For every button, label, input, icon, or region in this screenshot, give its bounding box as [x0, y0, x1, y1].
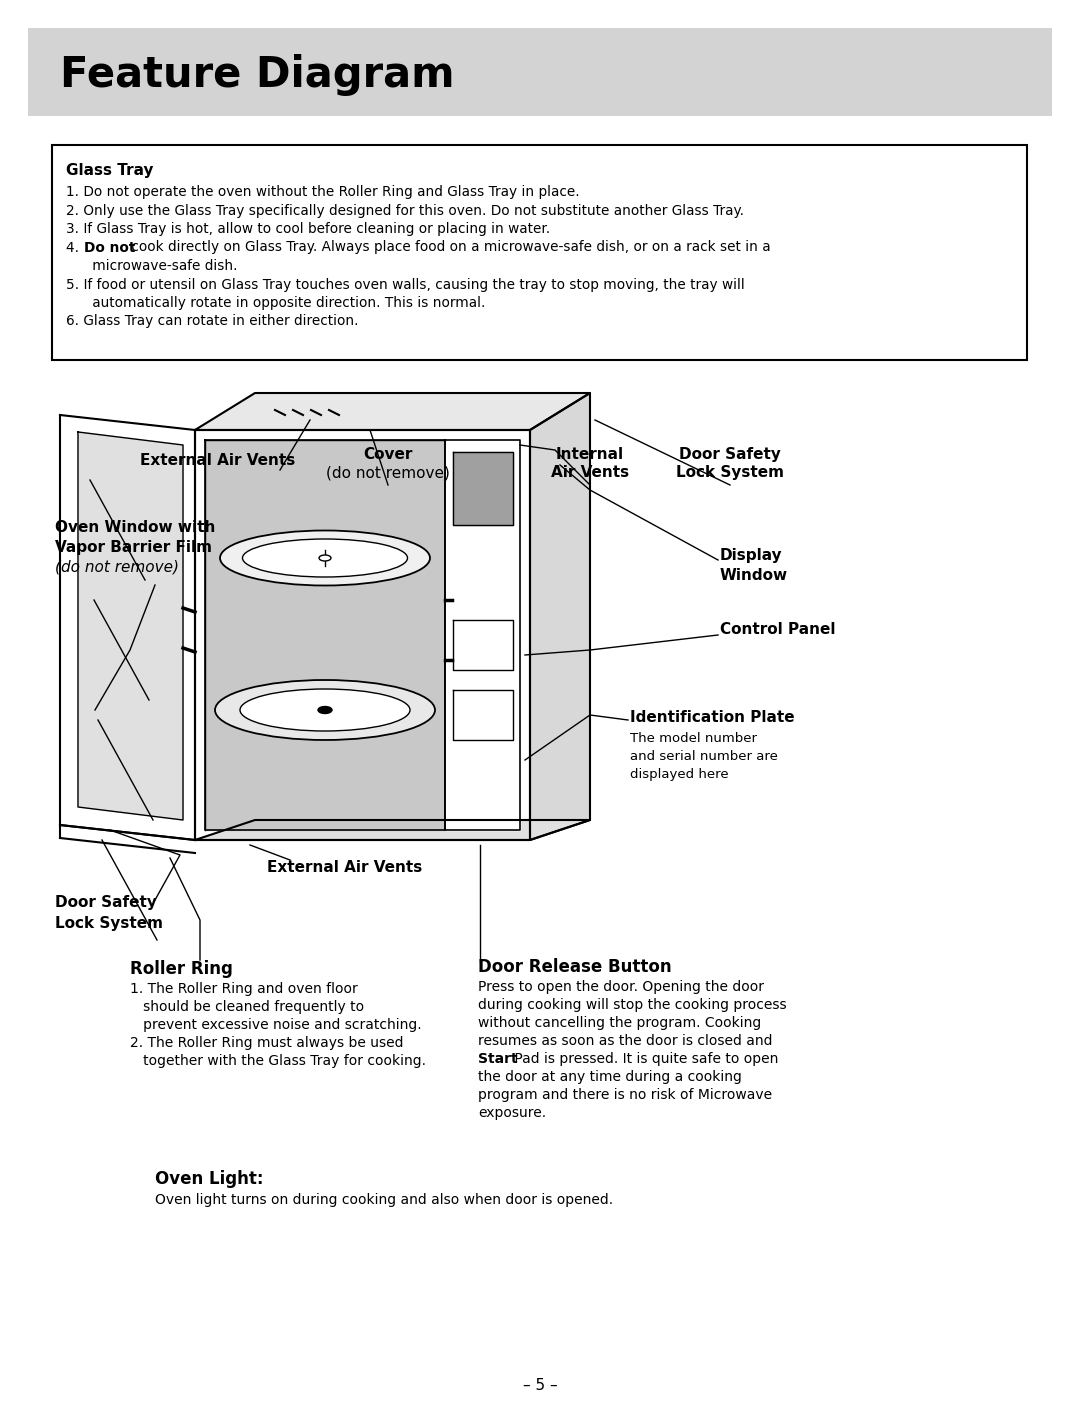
Text: Door Safety: Door Safety [55, 896, 157, 910]
Text: Internal: Internal [556, 446, 624, 462]
Text: displayed here: displayed here [630, 769, 729, 781]
Text: 1. The Roller Ring and oven floor: 1. The Roller Ring and oven floor [130, 983, 357, 995]
Text: 6. Glass Tray can rotate in either direction.: 6. Glass Tray can rotate in either direc… [66, 315, 359, 328]
Text: (do not remove): (do not remove) [55, 560, 179, 575]
Text: External Air Vents: External Air Vents [268, 860, 422, 876]
Polygon shape [60, 415, 195, 840]
Text: Do not: Do not [84, 241, 135, 254]
Text: The model number: The model number [630, 732, 757, 744]
Polygon shape [453, 620, 513, 670]
Text: Lock System: Lock System [676, 465, 784, 481]
Polygon shape [530, 394, 590, 840]
Text: Press to open the door. Opening the door: Press to open the door. Opening the door [478, 980, 764, 994]
Text: 3. If Glass Tray is hot, allow to cool before cleaning or placing in water.: 3. If Glass Tray is hot, allow to cool b… [66, 222, 550, 235]
Text: resumes as soon as the door is closed and: resumes as soon as the door is closed an… [478, 1034, 772, 1048]
Ellipse shape [220, 530, 430, 586]
Text: together with the Glass Tray for cooking.: together with the Glass Tray for cooking… [130, 1054, 426, 1068]
Text: program and there is no risk of Microwave: program and there is no risk of Microwav… [478, 1088, 772, 1102]
Text: Feature Diagram: Feature Diagram [60, 54, 455, 96]
Text: Identification Plate: Identification Plate [630, 710, 795, 724]
Text: Oven Window with: Oven Window with [55, 520, 215, 535]
Text: prevent excessive noise and scratching.: prevent excessive noise and scratching. [130, 1018, 421, 1032]
Text: Oven Light:: Oven Light: [156, 1169, 264, 1188]
Bar [52, 145, 1027, 359]
Text: 2. The Roller Ring must always be used: 2. The Roller Ring must always be used [130, 1037, 404, 1050]
Ellipse shape [243, 539, 407, 578]
Text: the door at any time during a cooking: the door at any time during a cooking [478, 1070, 742, 1084]
Text: without cancelling the program. Cooking: without cancelling the program. Cooking [478, 1015, 761, 1030]
Text: Control Panel: Control Panel [720, 623, 836, 637]
Polygon shape [453, 452, 513, 525]
Text: should be cleaned frequently to: should be cleaned frequently to [130, 1000, 364, 1014]
Polygon shape [195, 820, 590, 840]
Polygon shape [195, 431, 530, 840]
Text: 5. If food or utensil on Glass Tray touches oven walls, causing the tray to stop: 5. If food or utensil on Glass Tray touc… [66, 278, 745, 291]
Text: Window: Window [720, 568, 788, 583]
Polygon shape [453, 690, 513, 740]
Text: during cooking will stop the cooking process: during cooking will stop the cooking pro… [478, 998, 786, 1012]
Text: microwave-safe dish.: microwave-safe dish. [66, 260, 238, 272]
Text: Air Vents: Air Vents [551, 465, 629, 481]
Ellipse shape [318, 706, 332, 713]
Text: Display: Display [720, 548, 783, 563]
Text: cook directly on Glass Tray. Always place food on a microwave-safe dish, or on a: cook directly on Glass Tray. Always plac… [127, 241, 771, 254]
Text: Roller Ring: Roller Ring [130, 960, 233, 978]
Bar [28, 29, 1052, 116]
Polygon shape [205, 441, 445, 830]
Text: Pad is pressed. It is quite safe to open: Pad is pressed. It is quite safe to open [511, 1052, 779, 1067]
Text: Start: Start [478, 1052, 517, 1067]
Text: Vapor Barrier Film: Vapor Barrier Film [55, 540, 212, 555]
Text: External Air Vents: External Air Vents [140, 453, 296, 468]
Polygon shape [78, 432, 183, 820]
Text: Lock System: Lock System [55, 915, 163, 931]
Polygon shape [445, 441, 519, 830]
Text: (do not remove): (do not remove) [326, 465, 450, 481]
Text: 4.: 4. [66, 241, 83, 254]
Text: automatically rotate in opposite direction. This is normal.: automatically rotate in opposite directi… [66, 297, 485, 309]
Ellipse shape [240, 689, 410, 732]
Text: – 5 –: – 5 – [523, 1378, 557, 1393]
Ellipse shape [319, 555, 330, 560]
Text: 2. Only use the Glass Tray specifically designed for this oven. Do not substitut: 2. Only use the Glass Tray specifically … [66, 204, 744, 218]
Text: exposure.: exposure. [478, 1107, 546, 1119]
Text: and serial number are: and serial number are [630, 750, 778, 763]
Text: Cover: Cover [363, 446, 413, 462]
Ellipse shape [215, 680, 435, 740]
Text: Door Release Button: Door Release Button [478, 958, 672, 975]
Polygon shape [195, 394, 590, 431]
Text: Door Safety: Door Safety [679, 446, 781, 462]
Text: Glass Tray: Glass Tray [66, 163, 153, 178]
Text: Oven light turns on during cooking and also when door is opened.: Oven light turns on during cooking and a… [156, 1194, 613, 1206]
Text: 1. Do not operate the oven without the Roller Ring and Glass Tray in place.: 1. Do not operate the oven without the R… [66, 185, 580, 200]
